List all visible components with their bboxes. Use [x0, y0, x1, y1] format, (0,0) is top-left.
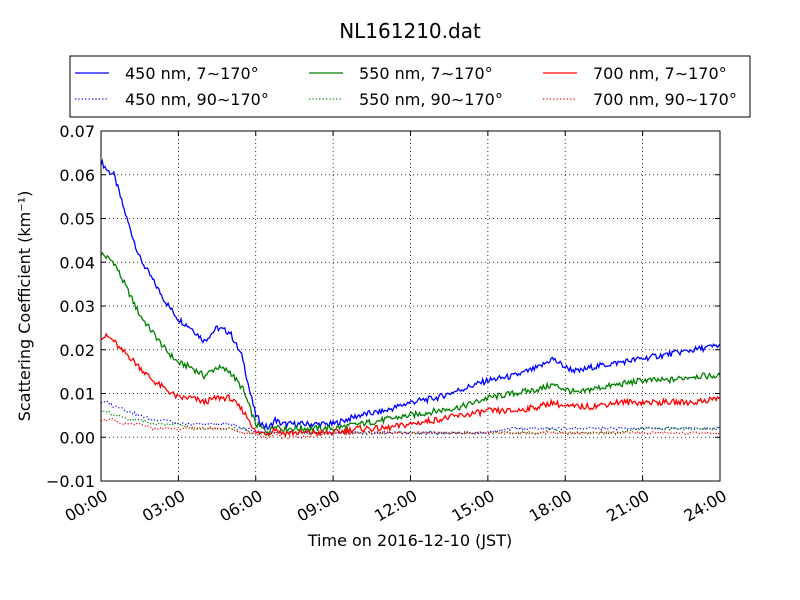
axis-ticks	[100, 130, 721, 482]
legend-label: 550 nm, 7∼170°	[359, 64, 493, 83]
y-axis-label: Scattering Coefficient (km⁻¹)	[15, 191, 34, 422]
legend-label: 550 nm, 90∼170°	[359, 90, 503, 109]
legend: 450 nm, 7∼170° 550 nm, 7∼170° 700 nm, 7∼17…	[69, 55, 751, 118]
y-tick-label: −0.01	[46, 472, 95, 491]
x-axis-label: Time on 2016-12-10 (JST)	[307, 531, 512, 550]
y-tick-label: 0.02	[59, 341, 95, 360]
y-tick-label: 0.03	[59, 297, 95, 316]
y-tick-labels: −0.01 0.00 0.01 0.02 0.03 0.04 0.05 0.06 0.07	[46, 122, 95, 491]
legend-label: 700 nm, 7∼170°	[593, 64, 727, 83]
chart-title: NL161210.dat	[339, 19, 481, 43]
series-line	[100, 332, 721, 438]
legend-label: 450 nm, 90∼170°	[125, 90, 269, 109]
series-line	[100, 251, 721, 437]
legend-box	[69, 55, 751, 118]
y-tick-label: 0.01	[59, 385, 95, 404]
legend-label: 700 nm, 90∼170°	[593, 90, 737, 109]
series-line	[100, 400, 721, 436]
y-tick-label: 0.06	[59, 166, 95, 185]
series-group	[100, 158, 721, 440]
series-line	[100, 158, 721, 430]
y-tick-label: 0.04	[59, 253, 95, 272]
y-tick-label: 0.07	[59, 122, 95, 141]
y-tick-label: 0.00	[59, 428, 95, 447]
legend-label: 450 nm, 7∼170°	[125, 64, 259, 83]
y-tick-label: 0.05	[59, 210, 95, 229]
